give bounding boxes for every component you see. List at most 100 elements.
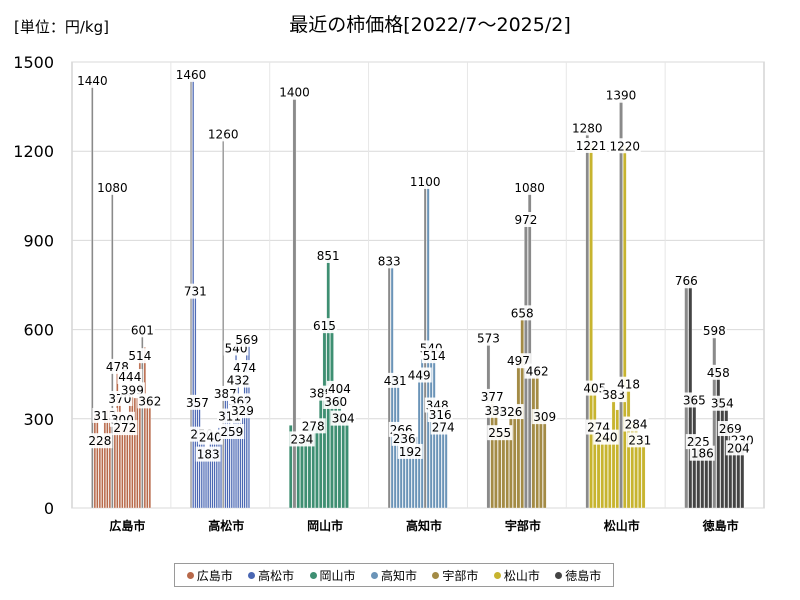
data-label-bg: [479, 388, 505, 404]
data-label-bg: [137, 393, 163, 409]
bar: [126, 426, 129, 509]
data-label-bg: [87, 433, 113, 449]
data-label-bg: [709, 395, 735, 411]
data-label-bg: [701, 323, 727, 339]
legend-label: 松山市: [503, 568, 540, 583]
bar: [641, 439, 646, 509]
bar: [106, 409, 109, 509]
data-label-bg: [382, 372, 408, 388]
x-category-label: 宇部市: [505, 518, 541, 533]
bar: [585, 127, 590, 509]
data-label-bg: [513, 211, 539, 227]
bar: [123, 426, 126, 509]
data-label: 274: [432, 421, 455, 435]
bar: [535, 370, 539, 509]
data-label: 972: [514, 213, 537, 227]
data-label-bg: [326, 380, 352, 396]
bar: [146, 400, 149, 509]
data-label: 240: [199, 431, 222, 445]
data-label: 316: [429, 408, 452, 422]
bar: [408, 450, 412, 509]
bar: [296, 438, 300, 509]
bar: [608, 436, 612, 509]
bar: [133, 397, 136, 509]
legend-item: 高知市: [370, 567, 417, 584]
data-label: 1100: [410, 175, 441, 189]
data-label-bg: [421, 348, 447, 364]
bar: [98, 440, 101, 509]
data-label-bg: [323, 393, 349, 409]
data-label: 1390: [606, 89, 637, 103]
bar: [143, 347, 146, 509]
bar: [619, 94, 623, 509]
bar: [101, 440, 104, 509]
data-label-bg: [685, 434, 711, 450]
chart-title: 最近の柿価格[2022/7～2025/2]: [289, 14, 571, 36]
bar: [341, 417, 345, 509]
legend-label: 岡山市: [319, 568, 356, 583]
bar: [611, 393, 616, 509]
data-label-bg: [608, 138, 641, 154]
data-label-bg: [627, 432, 653, 448]
data-label: 598: [703, 324, 726, 338]
data-label-bg: [593, 429, 619, 445]
data-label: 365: [683, 393, 706, 407]
data-label-bg: [430, 419, 456, 435]
data-label: 186: [691, 447, 714, 461]
bar: [720, 402, 725, 509]
data-label-bg: [524, 363, 550, 379]
data-label: 658: [511, 306, 534, 320]
data-label: 1080: [514, 181, 545, 195]
data-label: 1280: [572, 121, 603, 135]
y-tick-label: 1200: [13, 142, 54, 161]
bar: [494, 409, 498, 509]
data-label-bg: [623, 416, 649, 432]
bar: [207, 453, 210, 509]
bar: [136, 397, 139, 509]
data-label-bg: [117, 368, 143, 384]
bar: [497, 432, 502, 509]
data-label: 360: [324, 395, 347, 409]
data-label-bg: [219, 423, 245, 439]
bar: [322, 324, 327, 509]
bar: [539, 415, 543, 509]
legend-item: 徳島市: [555, 567, 601, 584]
data-label: 432: [227, 374, 250, 388]
data-label: 514: [423, 349, 446, 363]
data-label: 514: [128, 349, 151, 363]
data-label: 362: [138, 394, 161, 408]
data-label: 851: [317, 249, 340, 263]
data-label: 192: [399, 445, 422, 459]
legend-marker: [186, 571, 194, 579]
data-label: 405: [583, 382, 606, 396]
legend-marker: [370, 571, 378, 579]
data-label-bg: [406, 367, 432, 383]
bar: [222, 133, 225, 509]
data-label: 731: [184, 285, 207, 299]
x-category-label: 広島市: [109, 518, 145, 533]
data-label-bg: [234, 331, 260, 347]
data-label: 240: [595, 431, 618, 445]
data-label: 449: [408, 368, 431, 382]
data-label: 269: [719, 422, 742, 436]
data-label-bg: [705, 364, 731, 380]
bar: [217, 427, 220, 509]
data-label-bg: [315, 247, 341, 263]
bar: [148, 400, 151, 509]
legend-label: 高松市: [258, 568, 295, 583]
bar: [441, 426, 445, 509]
data-label-bg: [513, 179, 546, 195]
data-label: 458: [707, 366, 730, 380]
data-label-bg: [376, 253, 402, 269]
legend-marker: [248, 571, 256, 579]
data-label-bg: [330, 410, 356, 426]
data-label-bg: [129, 322, 155, 338]
legend-label: 徳島市: [565, 568, 602, 583]
data-label-bg: [725, 440, 751, 456]
data-label-bg: [232, 360, 258, 376]
data-label-bg: [487, 425, 513, 441]
data-label-bg: [475, 330, 501, 346]
data-label: 615: [313, 319, 336, 333]
bar: [417, 374, 421, 509]
bar: [315, 425, 319, 509]
